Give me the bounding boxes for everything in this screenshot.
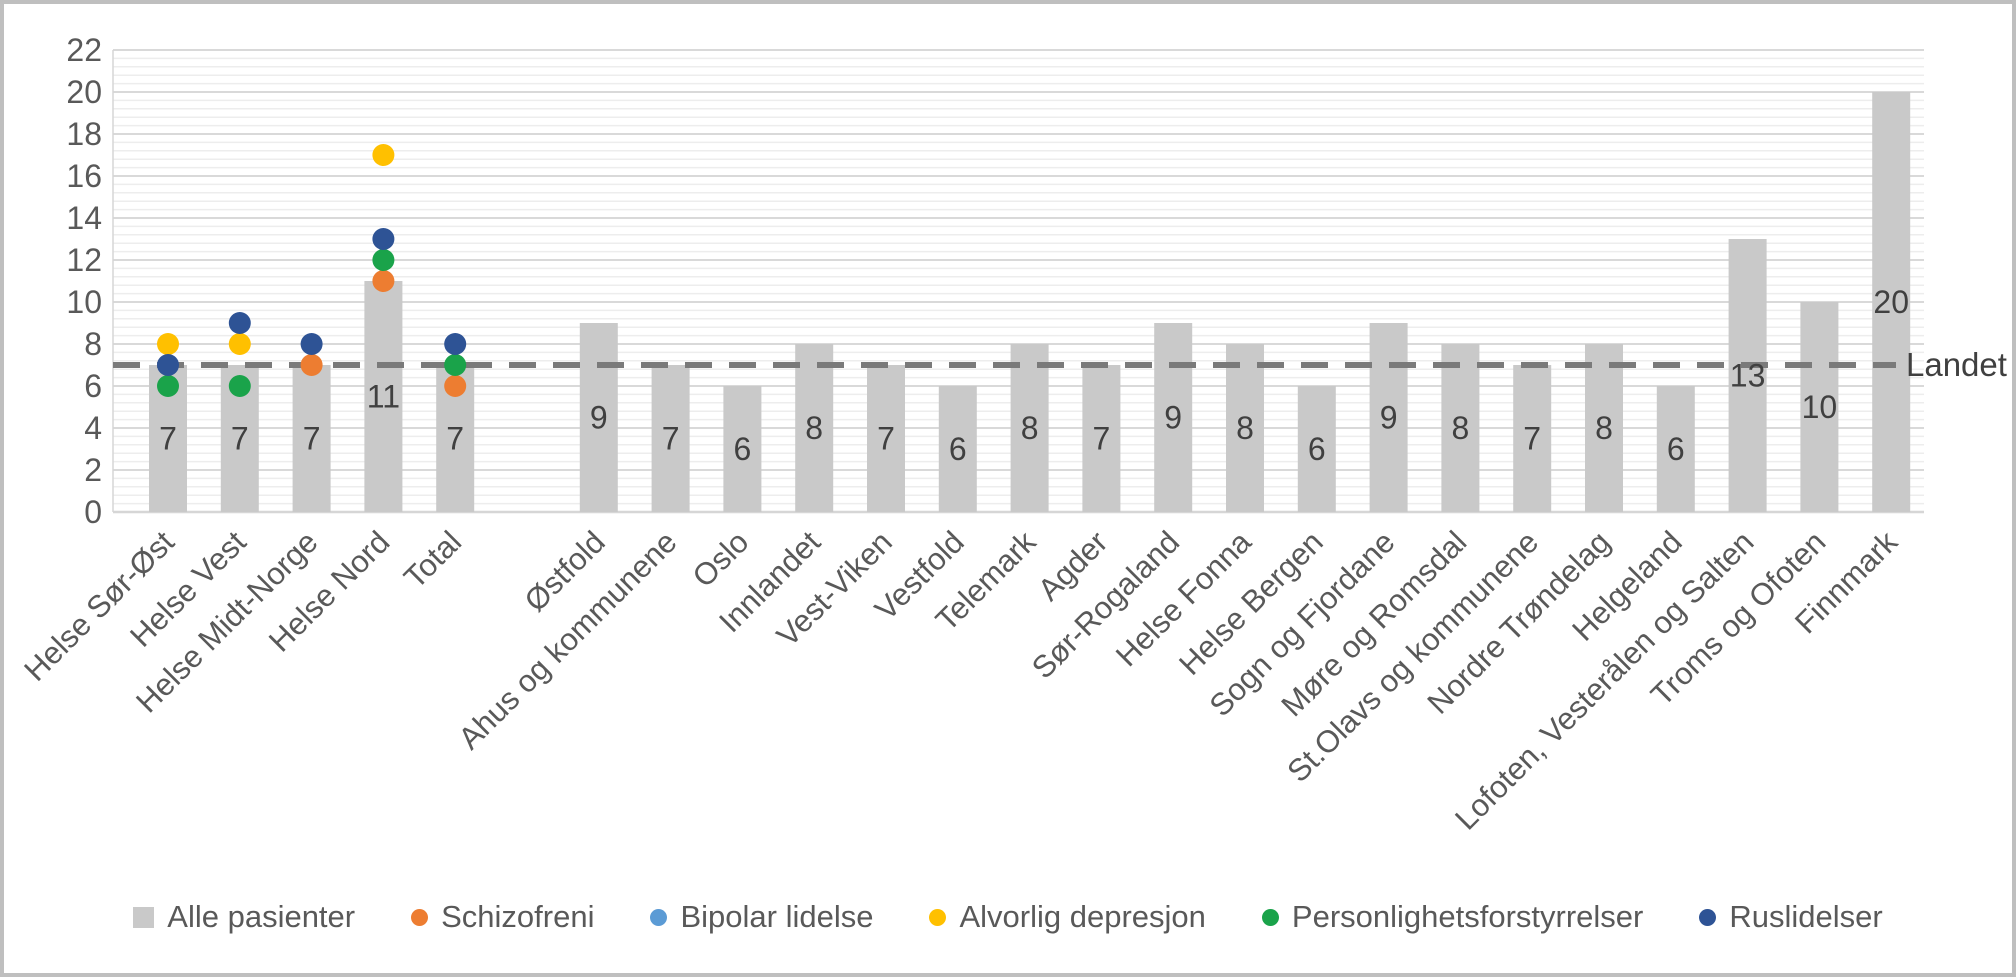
bar-Troms og Ofoten [1800, 302, 1839, 512]
chart-legend: Alle pasienter Schizofreni Bipolar lidelse… [0, 899, 2016, 935]
bar-data-label: 11 [367, 379, 400, 415]
bar-Innlandet [795, 344, 834, 512]
bar-data-label: 9 [590, 400, 608, 436]
dot-Ruslidelser-Total [444, 333, 467, 355]
legend-label: Schizofreni [441, 899, 595, 934]
dot-Personlighetsforstyrrelser-Total [444, 354, 467, 376]
bar-data-label: 6 [734, 431, 752, 467]
bar-Sogn og Fjordane [1369, 323, 1408, 512]
bar-Østfold [579, 323, 618, 512]
bar-data-label: 9 [1380, 400, 1398, 436]
legend-label: Ruslidelser [1729, 899, 1883, 934]
bar-Helse Fonna [1226, 344, 1264, 512]
dot-Alvorlig depresjon-Helse Vest [228, 333, 251, 355]
dot-Schizofreni-Helse Nord [372, 270, 395, 292]
legend-label: Personlighetsforstyrrelser [1291, 899, 1644, 934]
dot-Schizofreni-Helse Midt-Norge [300, 354, 323, 376]
bar-data-label: 7 [446, 421, 464, 457]
bar-Finnmark [1872, 92, 1911, 512]
legend-dot-icon [1699, 908, 1717, 926]
bar-Nordre Trøndelag [1585, 344, 1623, 512]
bar-data-label: 7 [662, 421, 680, 457]
bar-data-label: 8 [1595, 410, 1613, 446]
legend-item-Bipolar lidelse: Bipolar lidelse [650, 899, 873, 935]
legend-square-icon [133, 906, 155, 928]
legend-item-Ruslidelser: Ruslidelser [1699, 899, 1883, 935]
bar-Sør-Rogaland [1154, 323, 1193, 512]
bar-Vest-Viken [867, 365, 905, 512]
dot-Personlighetsforstyrrelser-Helse Sør-Øst [157, 375, 179, 397]
bar-data-label: 7 [159, 421, 177, 457]
dot-Ruslidelser-Helse Vest [228, 312, 251, 334]
y-tick-label: 22 [66, 32, 102, 68]
dot-Personlighetsforstyrrelser-Helse Vest [228, 375, 251, 397]
legend-dot-icon [411, 908, 429, 926]
bar-Agder [1082, 365, 1121, 512]
bar-Telemark [1010, 344, 1049, 512]
y-tick-label: 14 [66, 200, 102, 236]
legend-dot-icon [929, 908, 947, 926]
legend-dot-icon [650, 908, 668, 926]
bar-scatter-plot-area: 7 7 7 11 7 9 7 6 8 7 6 8 7 9 8 6 9 8 7 8 6 13 10 20 Landet 0 2 4 6 8 1… [17, 32, 2007, 837]
bar-data-label: 8 [1452, 410, 1470, 446]
dot-Schizofreni-Total [444, 375, 467, 397]
legend-label: Alvorlig depresjon [959, 899, 1206, 934]
legend-item-Alle pasienter: Alle pasienter [133, 899, 355, 935]
bar-data-label: 8 [805, 410, 823, 446]
legend-label: Alle pasienter [167, 899, 356, 934]
legend-label: Bipolar lidelse [680, 899, 874, 934]
y-tick-label: 0 [84, 494, 102, 530]
bar-data-label: 10 [1802, 389, 1838, 425]
bar-data-label: 6 [1308, 431, 1326, 467]
legend-item-Alvorlig depresjon: Alvorlig depresjon [929, 899, 1206, 935]
bar-data-label: 7 [231, 421, 249, 457]
bar-Ahus og kommunene [651, 365, 690, 512]
bar-St.Olavs og kommunene [1513, 365, 1552, 512]
bar-data-label: 9 [1164, 400, 1182, 436]
bar-data-label: 7 [303, 421, 321, 457]
y-tick-label: 18 [66, 116, 102, 152]
y-tick-label: 16 [66, 158, 102, 194]
reference-line-label: Landet [1906, 346, 2007, 383]
bar-data-label: 7 [877, 421, 895, 457]
bar-Vestfold [938, 386, 977, 512]
bar-data-label: 8 [1021, 410, 1039, 446]
bar-Oslo [723, 386, 762, 512]
bar-data-label: 7 [1093, 421, 1111, 457]
bar-Helgeland [1656, 386, 1695, 512]
y-tick-label: 12 [66, 242, 102, 278]
y-tick-label: 8 [84, 326, 102, 362]
bar-Helse Nord [364, 281, 403, 512]
dot-Ruslidelser-Helse Nord [372, 228, 395, 250]
bar-data-label: 6 [949, 431, 967, 467]
bar-data-label: 20 [1873, 284, 1909, 320]
legend-item-Personlighetsforstyrrelser: Personlighetsforstyrrelser [1261, 899, 1644, 935]
y-tick-label: 10 [66, 284, 102, 320]
bar-data-label: 13 [1730, 358, 1766, 394]
dot-Ruslidelser-Helse Midt-Norge [300, 333, 323, 355]
bar-Helse Bergen [1297, 386, 1336, 512]
bar-data-label: 6 [1667, 431, 1685, 467]
dot-Ruslidelser-Helse Sør-Øst [157, 354, 179, 376]
y-tick-label: 4 [84, 410, 102, 446]
legend-dot-icon [1261, 908, 1279, 926]
bar-data-label: 7 [1523, 421, 1541, 457]
bar-Lofoten, Vesterålen og Salten [1728, 239, 1767, 512]
bar-Helse Midt-Norge [292, 365, 331, 512]
legend-item-Schizofreni: Schizofreni [411, 899, 594, 935]
x-category-label: Total [397, 524, 468, 595]
dot-Alvorlig depresjon-Helse Nord [372, 144, 395, 166]
y-tick-label: 2 [84, 452, 102, 488]
y-tick-label: 6 [84, 368, 102, 404]
bar-Møre og Romsdal [1441, 344, 1480, 512]
dot-Alvorlig depresjon-Helse Sør-Øst [157, 333, 179, 355]
dot-Personlighetsforstyrrelser-Helse Nord [372, 249, 395, 271]
y-tick-label: 20 [66, 74, 102, 110]
bar-data-label: 8 [1236, 410, 1254, 446]
